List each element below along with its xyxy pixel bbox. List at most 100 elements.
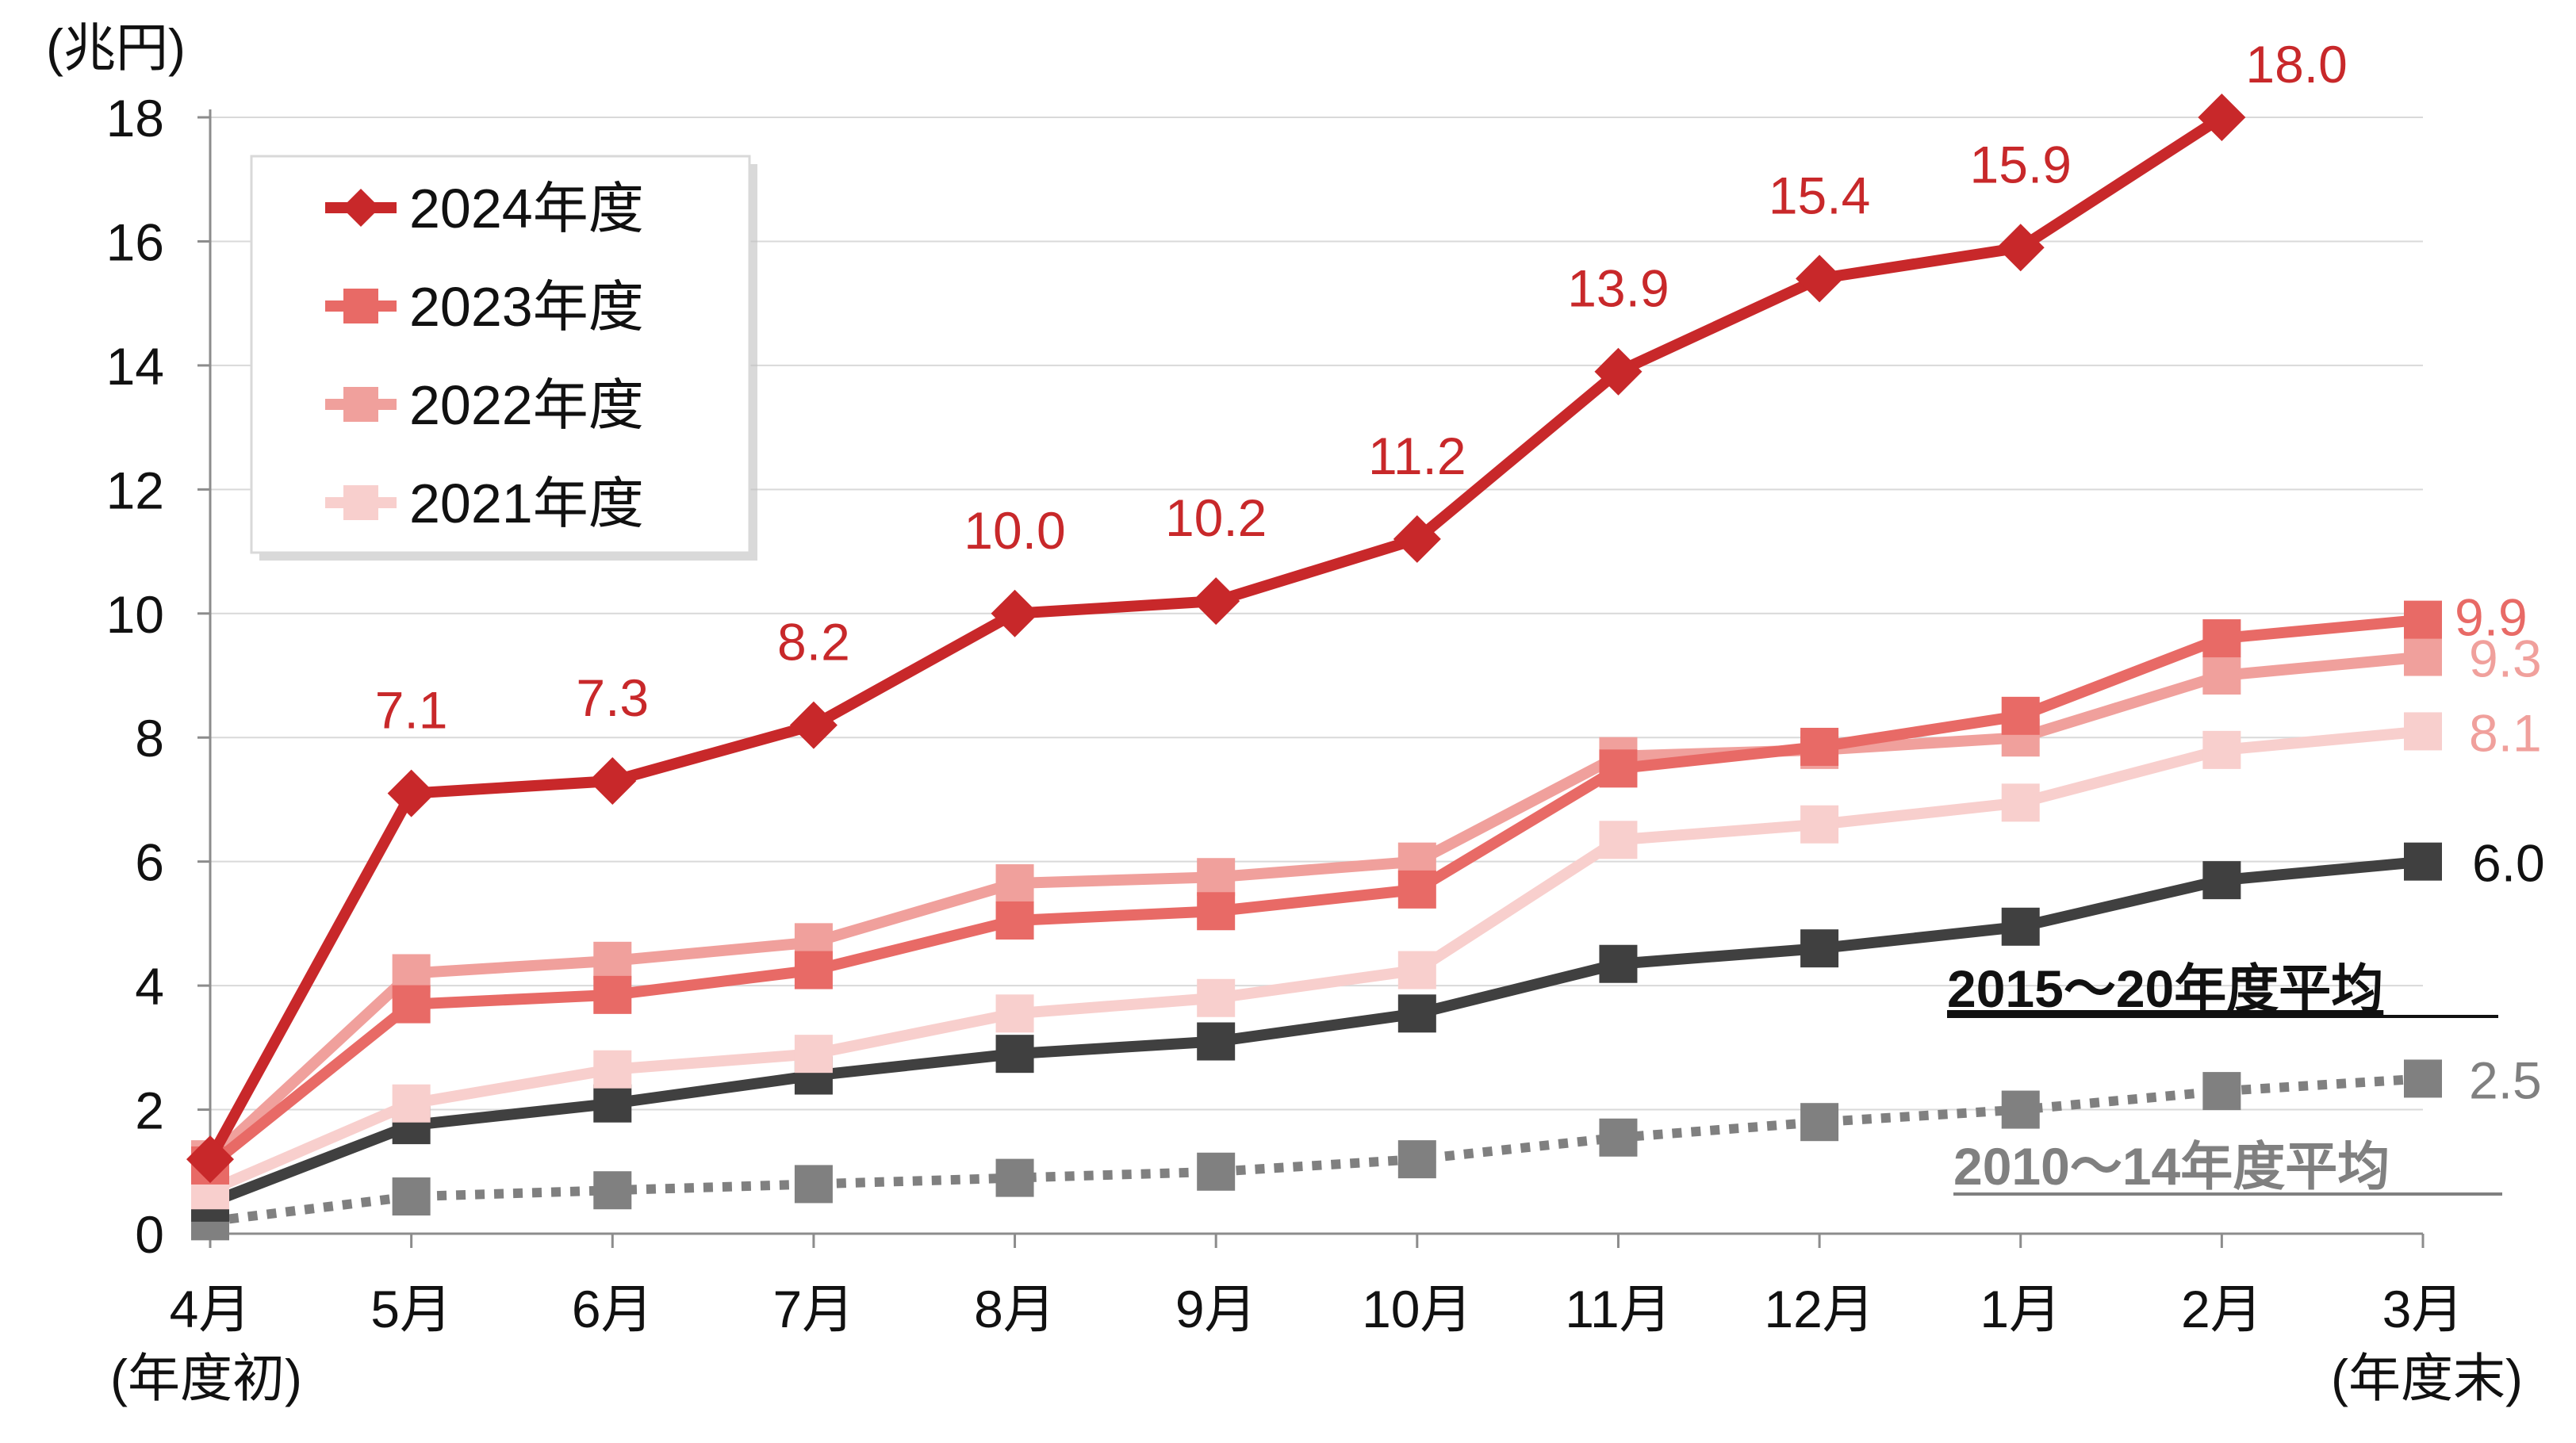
data-point xyxy=(2202,1072,2241,1111)
series-5 xyxy=(191,1059,2442,1241)
data-point xyxy=(2001,783,2040,822)
data-point xyxy=(2198,94,2246,141)
legend-item: 2024年度 xyxy=(325,178,644,239)
data-point xyxy=(1397,1140,1436,1179)
data-point xyxy=(2404,600,2442,639)
legend-item: 2021年度 xyxy=(325,473,644,534)
series-0 xyxy=(186,94,2246,1184)
data-point xyxy=(387,769,435,817)
data-point xyxy=(991,589,1039,637)
end-label: 9.9 xyxy=(2455,588,2528,647)
end-label: 6.0 xyxy=(2472,834,2545,893)
data-point xyxy=(794,951,833,989)
data-label: 15.9 xyxy=(1969,135,2071,193)
data-label: 8.2 xyxy=(777,613,850,672)
data-point xyxy=(1197,1152,1236,1191)
end-label: 2.5 xyxy=(2469,1051,2542,1109)
axes: 0 2 4 6 8 10 12 14 16 18 4月 5月 6月 7月 8月 9月 10月 11月 12月 1月 2月… xyxy=(106,89,2523,1407)
data-point xyxy=(2202,656,2241,695)
data-point xyxy=(2001,907,2040,946)
data-point xyxy=(1397,951,1436,989)
data-point xyxy=(593,975,632,1014)
data-point xyxy=(2404,637,2442,676)
data-label: 15.4 xyxy=(1769,166,1870,224)
data-point xyxy=(995,901,1034,940)
data-point xyxy=(1800,929,1839,968)
data-point xyxy=(2404,712,2442,751)
data-point xyxy=(1599,821,1638,859)
avg-2010-14-label: 2010～14年度平均 xyxy=(1953,1137,2390,1196)
y-tick-label: 12 xyxy=(106,461,164,519)
series-line xyxy=(206,614,2424,1170)
x-tick-label: 10月 xyxy=(1362,1280,1472,1338)
x-tick-label: 7月 xyxy=(773,1280,855,1338)
x-tick-label: 6月 xyxy=(572,1280,654,1338)
x-tick-label: 3月 xyxy=(2382,1280,2464,1338)
data-point xyxy=(593,1050,632,1089)
x-sublabel-start: (年度初) xyxy=(110,1349,302,1407)
legend-label: 2022年度 xyxy=(409,374,644,436)
end-label: 8.1 xyxy=(2469,703,2542,762)
data-point xyxy=(392,1177,431,1216)
data-label: 13.9 xyxy=(1567,259,1669,318)
data-label: 7.1 xyxy=(375,681,448,740)
y-tick-label: 6 xyxy=(135,833,164,892)
data-point xyxy=(1800,727,1839,766)
series-lines xyxy=(186,94,2442,1241)
x-tick-label: 9月 xyxy=(1175,1280,1257,1338)
data-label: 7.3 xyxy=(576,668,649,727)
data-point xyxy=(588,756,637,805)
data-point xyxy=(392,985,431,1024)
data-point xyxy=(1197,892,1236,931)
data-label: 10.2 xyxy=(1165,488,1267,547)
y-tick-label: 0 xyxy=(135,1205,164,1264)
data-label: 18.0 xyxy=(2245,35,2347,94)
data-point xyxy=(1197,1022,1236,1061)
legend-box xyxy=(250,155,751,554)
y-tick-label: 10 xyxy=(106,585,164,644)
x-tick-label: 12月 xyxy=(1764,1280,1874,1338)
data-labels: 7.1 7.3 8.2 10.0 10.2 11.2 13.9 15.4 15.9 18.0 9.9… xyxy=(375,35,2545,1109)
series-3 xyxy=(191,712,2442,1210)
x-sublabel-end: (年度末) xyxy=(2331,1349,2523,1407)
y-tick-label: 8 xyxy=(135,709,164,767)
data-point xyxy=(794,1165,833,1204)
data-point xyxy=(1800,1103,1839,1142)
x-tick-label: 8月 xyxy=(974,1280,1056,1338)
x-tick-label: 5月 xyxy=(370,1280,452,1338)
y-tick-label: 16 xyxy=(106,212,164,271)
x-tick-label: 1月 xyxy=(1980,1280,2061,1338)
data-point xyxy=(995,1158,1034,1197)
data-point xyxy=(593,1171,632,1210)
data-point xyxy=(2404,1059,2442,1098)
data-point xyxy=(995,864,1034,903)
legend-item: 2023年度 xyxy=(325,276,644,338)
data-point xyxy=(1599,749,1638,788)
legend-marker xyxy=(343,387,378,422)
series-line xyxy=(209,1074,2424,1227)
end-label: 9.3 xyxy=(2469,630,2542,688)
avg-2015-20-label: 2015～20年度平均 xyxy=(1947,959,2383,1018)
data-point xyxy=(392,1084,431,1123)
data-point xyxy=(995,994,1034,1033)
data-point xyxy=(2202,619,2241,658)
data-point xyxy=(1197,858,1236,897)
y-tick-label: 2 xyxy=(135,1081,164,1140)
data-point xyxy=(1397,870,1436,909)
data-point xyxy=(1397,994,1436,1033)
y-axis-unit-label: (兆円) xyxy=(46,18,186,77)
data-point xyxy=(1796,255,1844,303)
data-point xyxy=(1599,1118,1638,1157)
data-point xyxy=(186,1135,234,1184)
series-line xyxy=(208,725,2424,1196)
data-point xyxy=(2001,696,2040,735)
data-point xyxy=(593,941,632,980)
legend-marker xyxy=(342,189,380,227)
data-point xyxy=(995,1035,1034,1074)
x-tick-label: 2月 xyxy=(2181,1280,2263,1338)
data-point xyxy=(1197,978,1236,1017)
data-point xyxy=(2202,730,2241,769)
data-label: 11.2 xyxy=(1368,427,1466,485)
data-label: 10.0 xyxy=(964,501,1065,560)
